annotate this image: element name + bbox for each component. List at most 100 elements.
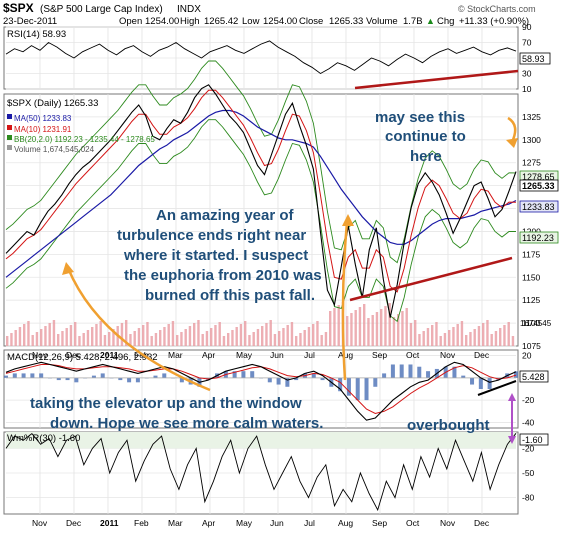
bb-lower-label-box — [519, 231, 559, 244]
volume-bar — [95, 324, 98, 346]
rsi-tick-label: 70 — [522, 38, 532, 48]
volume-bar — [23, 324, 26, 346]
volume-bar — [218, 322, 221, 346]
macd-hist-bar — [417, 366, 422, 378]
willr-overbought-zone — [6, 432, 516, 449]
volume-bar — [52, 320, 56, 346]
price-title: $SPX (Daily) 1265.33 — [7, 98, 98, 109]
volume-bar — [171, 321, 175, 346]
macd-hist-bar — [153, 375, 158, 378]
volume-bar — [465, 335, 468, 346]
macd-hist-bar — [276, 377, 281, 385]
volume-bar — [214, 325, 217, 346]
volume-bar — [142, 325, 145, 346]
volume-bar — [405, 308, 408, 346]
volume-bar — [201, 334, 204, 346]
volume-bar — [137, 328, 141, 346]
arrow-up-head — [342, 214, 354, 226]
macd-tick-label: -40 — [522, 417, 535, 427]
volume-bar — [507, 322, 510, 346]
macd-hist-bar — [311, 373, 316, 378]
volume-bar — [261, 326, 264, 346]
volume-bar — [133, 331, 136, 346]
series-lines — [4, 40, 518, 512]
macd-line — [5, 361, 517, 421]
volume-bar — [48, 323, 51, 346]
note-mid-line3: where it started. I suspect — [123, 247, 308, 264]
header-date: 23-Dec-2011 — [3, 16, 57, 27]
legend-ma50-swatch — [7, 114, 12, 119]
volume-bar — [380, 309, 383, 346]
volume-bar — [180, 332, 183, 346]
x-tick-label: Jul — [304, 350, 315, 360]
macd-panel — [3, 349, 519, 429]
macd-hist-bar — [250, 371, 255, 378]
x-tick-label: Feb — [134, 518, 149, 528]
note-mid-line2: turbulence ends right near — [117, 227, 306, 244]
volume-bar — [282, 328, 285, 346]
quote-chg-label: Chg — [437, 16, 454, 27]
volume-bar — [252, 332, 255, 346]
quote-chg-value: +11.33 (+0.90%) — [459, 16, 529, 27]
header-symbol: $SPX — [3, 1, 34, 15]
macd-hist-bar — [346, 377, 351, 396]
volume-bar — [205, 331, 209, 346]
bb-upper-line — [5, 60, 517, 264]
macd-hist-bar — [30, 373, 35, 378]
volume-bar — [269, 320, 272, 346]
volume-bar — [91, 327, 94, 346]
macd-hist-bar — [285, 377, 290, 387]
bb-upper-label: 1278.65 — [522, 172, 555, 182]
volume-bar — [299, 333, 302, 346]
quote-volume-value: 1.7B — [403, 16, 423, 27]
volume-bar — [159, 330, 162, 346]
volume-bar — [422, 331, 425, 346]
volume-bar — [414, 320, 417, 346]
volume-bar — [388, 303, 391, 346]
volume-bars — [6, 302, 515, 346]
volume-bar — [273, 334, 277, 346]
volume-bar — [312, 324, 315, 346]
ma50-label: 1233.83 — [522, 202, 555, 212]
volume-bar — [184, 329, 187, 346]
legend-volume: Volume 1,674,545,024 — [14, 145, 95, 154]
volume-bar — [486, 320, 489, 346]
macd-hist-bar — [364, 377, 369, 401]
arrow-up — [341, 221, 349, 381]
macd-hist-bar — [461, 375, 466, 378]
volume-bar — [278, 331, 281, 346]
x-tick-label: Dec — [66, 518, 82, 528]
macd-hist-bar — [179, 377, 184, 383]
volume-bar — [69, 325, 73, 346]
volume-bar — [477, 326, 481, 346]
macd-hist-bar — [127, 377, 132, 383]
quote-close-label: Close — [299, 16, 323, 27]
volume-bar — [350, 313, 353, 346]
price-tick-label: 1075 — [522, 341, 541, 351]
volume-bar — [431, 325, 434, 346]
volume-bar — [146, 322, 149, 346]
price-tick-label: 1300 — [522, 135, 541, 145]
rsi-title: RSI(14) 58.93 — [7, 29, 66, 40]
volume-bar — [439, 336, 442, 346]
volume-bar — [27, 321, 30, 346]
volume-bar — [375, 312, 379, 346]
volume-bar — [231, 330, 234, 346]
x-tick-label: Oct — [406, 350, 420, 360]
x-tick-label: Nov — [32, 518, 48, 528]
willr-last-box — [519, 433, 549, 446]
volume-bar — [320, 335, 323, 346]
x-tick-label: Jul — [304, 518, 315, 528]
macd-hist-bar — [487, 377, 492, 389]
macd-hist-bar — [100, 373, 105, 378]
macd-hist-bar — [514, 371, 518, 378]
volume-bar — [197, 320, 200, 346]
ma50-label-box — [519, 200, 559, 213]
willr-tick-label: -80 — [522, 493, 535, 503]
volume-bar — [418, 334, 421, 346]
macd-hist-bar — [135, 377, 140, 383]
rsi-tick-label: 10 — [522, 84, 532, 94]
x-tick-label: Mar — [168, 518, 183, 528]
macd-last-label: 5.428 — [522, 372, 545, 382]
volume-bar — [82, 333, 85, 346]
